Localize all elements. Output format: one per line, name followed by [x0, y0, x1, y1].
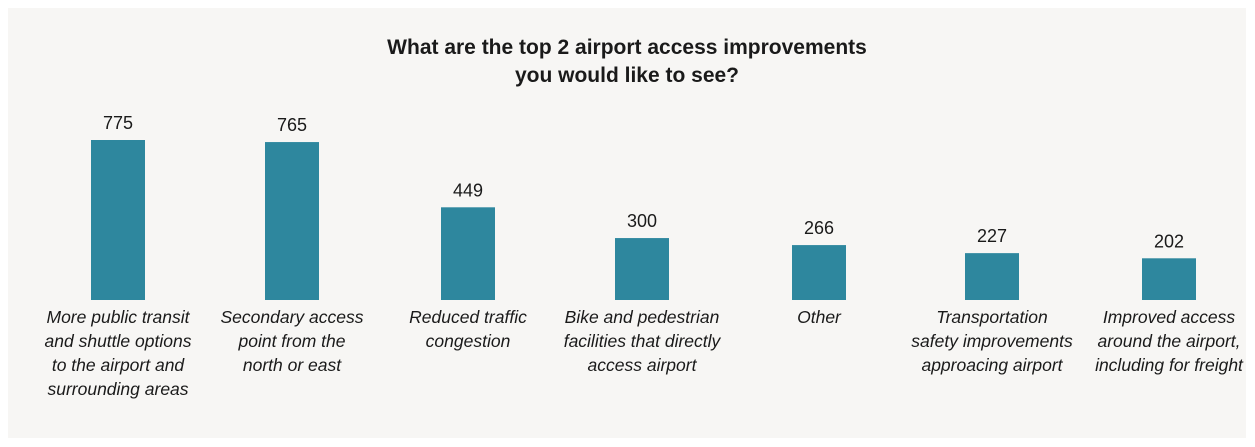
bar-5	[792, 245, 846, 300]
bar-4	[615, 238, 669, 300]
category-label-2-line-1: Secondary access	[202, 305, 382, 329]
data-label-5: 266	[804, 218, 834, 238]
category-label-6: Transportation safety improvements approac…	[902, 305, 1082, 377]
category-label-2: Secondary access point from the north or e…	[202, 305, 382, 377]
category-label-1-line-1: More public transit	[28, 305, 208, 329]
category-label-4-line-2: facilities that directly	[542, 329, 742, 353]
category-label-6-line-2: safety improvements	[902, 329, 1082, 353]
data-label-4: 300	[627, 211, 657, 231]
category-label-7-line-1: Improved access	[1074, 305, 1255, 329]
category-label-3-line-2: congestion	[378, 329, 558, 353]
bar-1	[91, 140, 145, 300]
category-label-7-line-3: including for freight	[1074, 353, 1255, 377]
bar-7	[1142, 258, 1196, 300]
data-label-7: 202	[1154, 231, 1184, 251]
category-label-6-line-3: approacing airport	[902, 353, 1082, 377]
category-label-5-line-1: Other	[729, 305, 909, 329]
category-label-1: More public transit and shuttle options to…	[28, 305, 208, 401]
bar-6	[965, 253, 1019, 300]
category-label-4-line-1: Bike and pedestrian	[542, 305, 742, 329]
bar-3	[441, 207, 495, 300]
category-label-4: Bike and pedestrian facilities that direc…	[542, 305, 742, 377]
data-label-2: 765	[277, 115, 307, 135]
data-label-1: 775	[103, 113, 133, 133]
bar-2	[265, 142, 319, 300]
category-label-1-line-2: and shuttle options	[28, 329, 208, 353]
category-label-6-line-1: Transportation	[902, 305, 1082, 329]
category-label-3: Reduced traffic congestion	[378, 305, 558, 353]
category-label-5: Other	[729, 305, 909, 329]
category-label-7-line-2: around the airport,	[1074, 329, 1255, 353]
category-label-3-line-1: Reduced traffic	[378, 305, 558, 329]
data-label-3: 449	[453, 180, 483, 200]
category-label-1-line-3: to the airport and	[28, 353, 208, 377]
category-label-1-line-4: surrounding areas	[28, 377, 208, 401]
category-label-7: Improved access around the airport, includ…	[1074, 305, 1255, 377]
category-label-4-line-3: access airport	[542, 353, 742, 377]
category-label-2-line-3: north or east	[202, 353, 382, 377]
data-label-6: 227	[977, 226, 1007, 246]
category-label-2-line-2: point from the	[202, 329, 382, 353]
